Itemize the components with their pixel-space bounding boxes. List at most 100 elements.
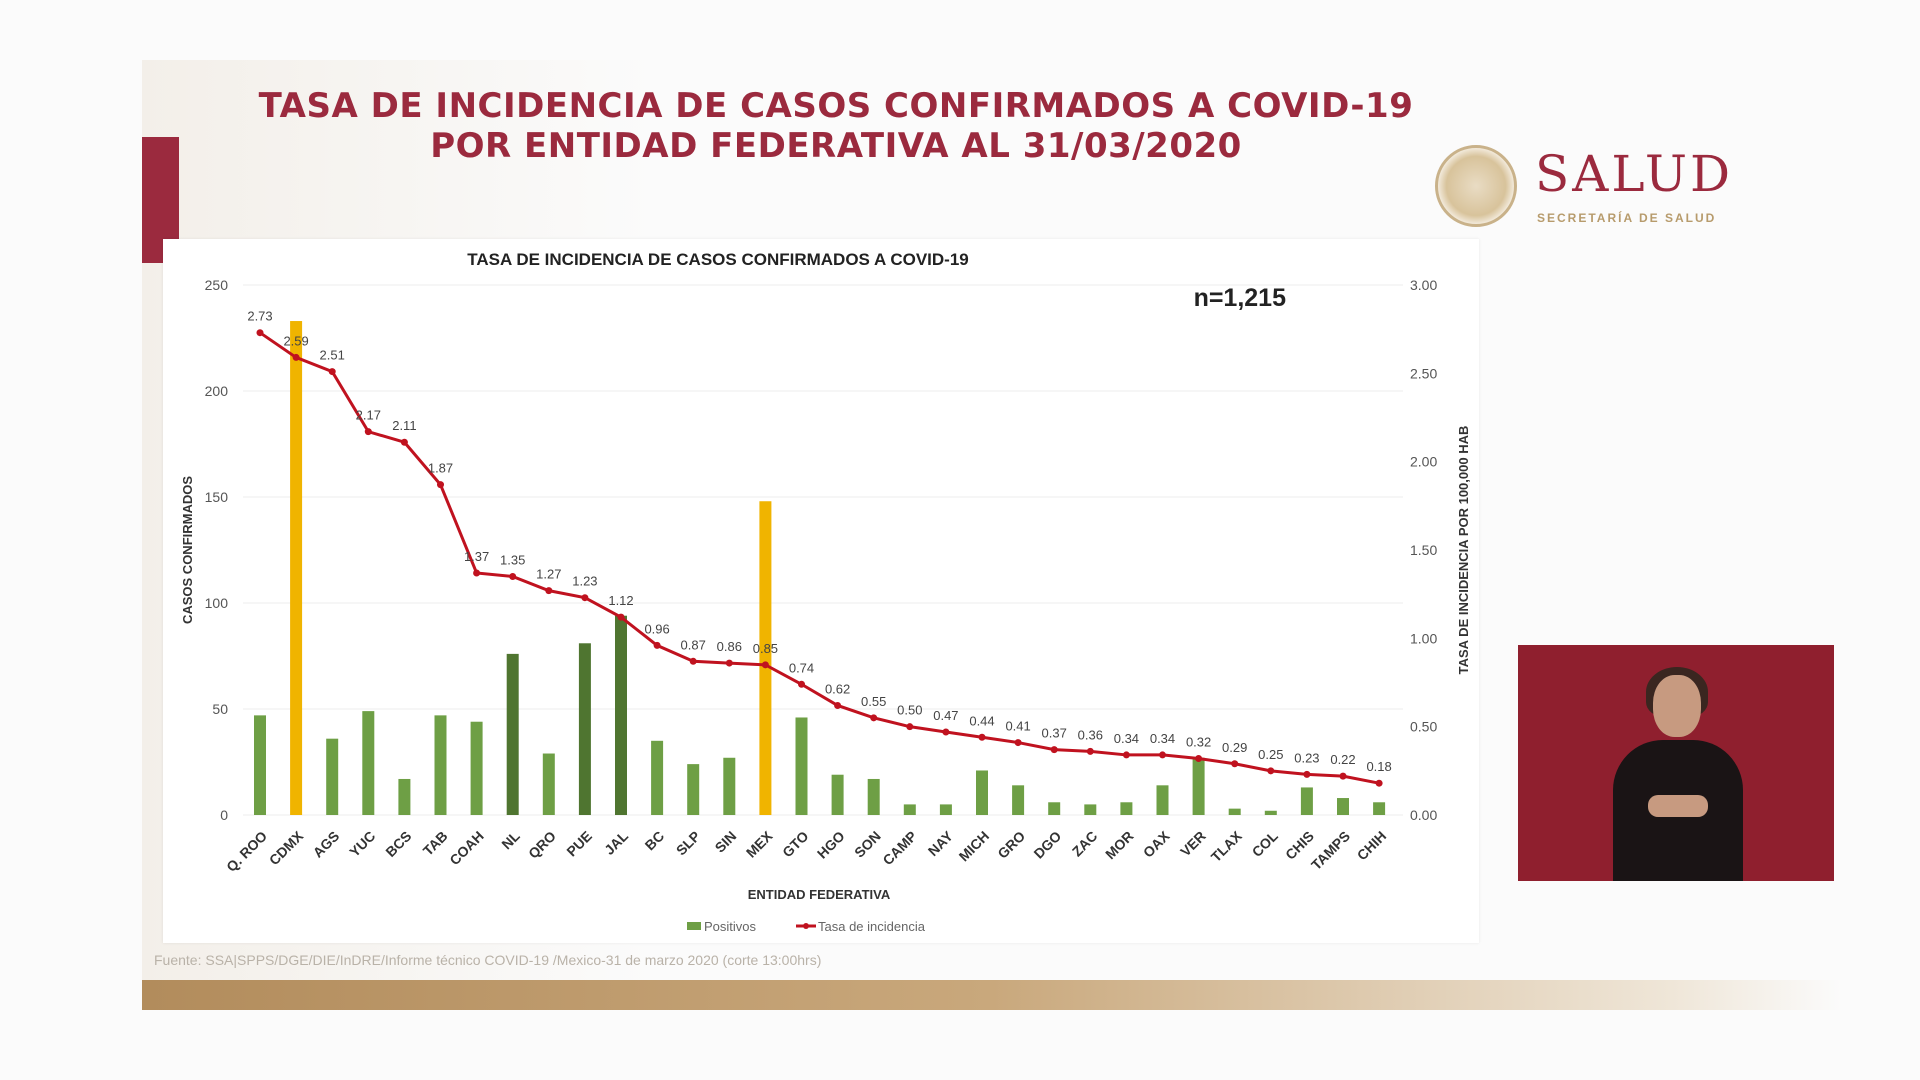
legend-label-tasa: Tasa de incidencia — [818, 919, 926, 934]
incidence-point — [834, 701, 842, 709]
incidence-point — [725, 659, 733, 667]
x-tick-label: MOR — [1102, 828, 1136, 862]
x-tick-label: TAB — [420, 828, 451, 859]
incidence-point — [328, 368, 336, 376]
sample-size-annotation: n=1,215 — [1194, 284, 1287, 312]
x-tick-label: SLP — [673, 828, 704, 859]
bar-bcs — [398, 778, 411, 815]
x-tick-label: OAX — [1140, 827, 1173, 860]
incidence-point — [870, 714, 878, 722]
incidence-data-label: 0.86 — [717, 639, 742, 654]
incidence-data-label: 1.27 — [536, 567, 561, 582]
legend-swatch-positivos — [687, 922, 701, 930]
bar-nl — [506, 653, 519, 815]
bar-hgo — [831, 774, 844, 815]
logo-sub-text: SECRETARÍA DE SALUD — [1537, 211, 1717, 225]
bar-mex — [759, 501, 772, 815]
incidence-point — [1050, 746, 1058, 754]
y2-tick-label: 3.00 — [1410, 277, 1437, 293]
legend-marker-tasa — [803, 923, 809, 929]
chart-panel: TASA DE INCIDENCIA DE CASOS CONFIRMADOS … — [163, 239, 1479, 943]
x-tick-label: CHIH — [1354, 828, 1390, 864]
national-seal-icon — [1435, 145, 1517, 227]
y2-tick-label: 2.00 — [1410, 454, 1437, 470]
sign-language-interpreter-video — [1518, 645, 1834, 881]
incidence-data-label: 0.62 — [825, 681, 850, 696]
incidence-point — [1014, 739, 1022, 747]
incidence-data-label: 1.35 — [500, 553, 525, 568]
incidence-data-label: 0.18 — [1366, 759, 1391, 774]
incidence-point — [364, 428, 372, 436]
incidence-point — [509, 573, 517, 580]
incidence-point — [942, 728, 950, 736]
y-tick-label: 150 — [205, 489, 229, 505]
source-note: Fuente: SSA|SPPS/DGE/DIE/InDRE/Informe t… — [154, 952, 822, 968]
incidence-data-label: 2.73 — [247, 309, 272, 324]
incidence-point — [1339, 772, 1347, 780]
incidence-data-label: 2.17 — [356, 408, 381, 423]
bar-chis — [1300, 787, 1313, 815]
incidence-data-label: 0.47 — [933, 708, 958, 723]
x-tick-label: CDMX — [266, 827, 307, 868]
incidence-data-label: 0.55 — [861, 694, 886, 709]
bar-mor — [1120, 802, 1133, 815]
bar-ver — [1192, 757, 1205, 815]
bar-oax — [1156, 785, 1169, 815]
x-tick-label: NL — [498, 827, 523, 852]
legend-label-positivos: Positivos — [704, 919, 757, 934]
x-tick-label: PUE — [563, 828, 595, 860]
incidence-point — [1231, 760, 1239, 768]
bar-tab — [434, 715, 447, 815]
bar-mich — [976, 770, 988, 815]
incidence-point — [1195, 754, 1203, 762]
incidence-point — [761, 661, 769, 669]
incidence-point — [906, 723, 914, 731]
incidence-data-label: 0.34 — [1114, 731, 1139, 746]
bar-coah — [470, 721, 483, 815]
x-tick-label: Q. ROO — [223, 828, 270, 875]
x-tick-label: COAH — [446, 828, 486, 868]
bar-ags — [326, 738, 339, 815]
incidence-data-label: 0.87 — [681, 637, 706, 652]
x-tick-label: BC — [642, 828, 668, 854]
incidence-point — [1159, 751, 1166, 759]
incidence-point — [1303, 770, 1311, 778]
bar-sin — [723, 757, 736, 815]
bar-tlax — [1228, 808, 1241, 815]
bar-col — [1264, 810, 1277, 815]
x-tick-label: QRO — [525, 828, 559, 862]
y2-axis-title: TASA DE INCIDENCIA POR 100,000 HAB — [1456, 426, 1471, 675]
x-tick-label: GTO — [779, 828, 812, 861]
y2-tick-label: 0.00 — [1410, 807, 1437, 823]
y-tick-label: 250 — [205, 277, 229, 293]
bar-yuc — [362, 711, 375, 815]
y-tick-label: 50 — [212, 701, 228, 717]
bar-tamps — [1337, 798, 1349, 815]
incidence-data-label: 2.59 — [283, 333, 308, 348]
y-tick-label: 0 — [220, 807, 228, 823]
bar-gro — [1012, 785, 1025, 815]
incidence-point — [978, 733, 986, 741]
bar-cdmx — [290, 321, 303, 815]
incidence-point — [581, 594, 589, 602]
x-tick-label: SIN — [712, 828, 740, 856]
bar-nay — [939, 804, 952, 815]
bar-chih — [1373, 802, 1386, 815]
x-tick-label: NAY — [925, 827, 957, 859]
incidence-data-label: 0.44 — [969, 713, 994, 728]
incidence-data-label: 0.74 — [789, 660, 814, 675]
incidence-point — [437, 481, 444, 489]
incidence-data-label: 0.37 — [1042, 726, 1067, 741]
interpreter-head — [1653, 675, 1701, 737]
bar-pue — [578, 643, 591, 815]
x-tick-label: CAMP — [879, 828, 919, 868]
x-tick-label: HGO — [814, 828, 848, 862]
incidence-point — [689, 657, 697, 665]
x-tick-label: TAMPS — [1308, 828, 1353, 873]
incidence-point — [798, 680, 805, 688]
y-axis-title: CASOS CONFIRMADOS — [180, 476, 195, 624]
footer-strip — [142, 980, 1842, 1010]
incidence-data-label: 1.12 — [608, 593, 633, 608]
x-tick-label: GRO — [994, 828, 1028, 862]
incidence-data-label: 0.29 — [1222, 740, 1247, 755]
